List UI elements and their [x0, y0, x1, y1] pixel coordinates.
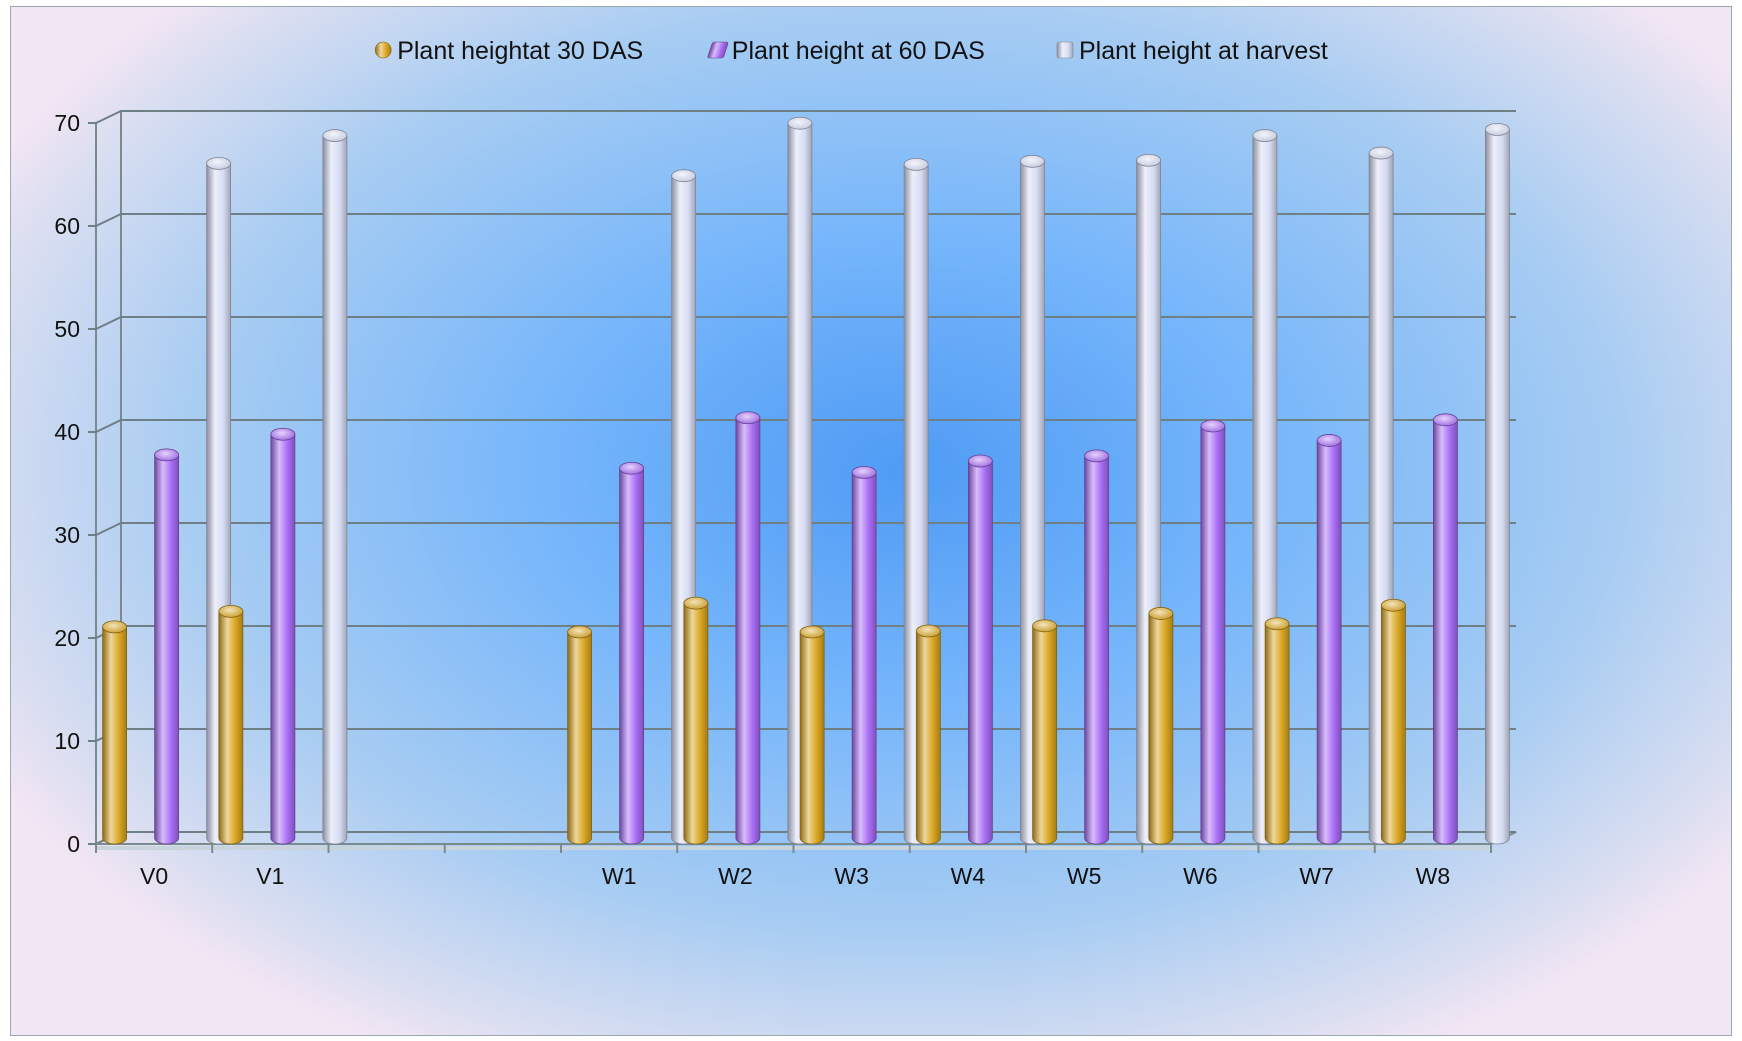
gridline	[95, 419, 1516, 433]
gridline	[95, 110, 1516, 124]
legend-item: Plant height at 60 DAS	[707, 37, 985, 65]
bar	[102, 620, 128, 845]
y-tick-label: 20	[54, 625, 80, 651]
x-tick-label: W2	[718, 863, 753, 889]
bar	[154, 448, 180, 845]
bar	[683, 596, 709, 845]
bar	[322, 129, 348, 845]
legend-item: Plant heightat 30 DAS	[374, 37, 643, 65]
y-tick-label: 10	[54, 728, 80, 754]
bar	[735, 411, 761, 845]
bar	[1200, 419, 1226, 845]
legend-item: Plant height at harvest	[1056, 37, 1328, 65]
bar	[270, 427, 296, 845]
y-tick-label: 50	[54, 316, 80, 342]
bars	[102, 116, 1510, 845]
bar-chart: 0 10 20 30 40 50 60 70 V0 V1 W1 W2 W3 W4 W5 W6 W7 W8 Plan…	[54, 37, 1517, 889]
bar	[567, 625, 593, 845]
chart-area: 0 10 20 30 40 50 60 70 V0 V1 W1 W2 W3 W4 W5 W6 W7 W8 Plan…	[10, 6, 1732, 1036]
x-tick-label: W5	[1067, 863, 1102, 889]
bar	[1432, 413, 1458, 845]
bar	[619, 461, 645, 845]
y-tick-label: 0	[67, 831, 80, 857]
y-tick-label: 60	[54, 213, 80, 239]
bar	[218, 605, 244, 845]
legend-label: Plant heightat 30 DAS	[397, 37, 643, 65]
y-tick-label: 30	[54, 522, 80, 548]
y-tick-label: 70	[54, 110, 80, 136]
bar	[915, 624, 941, 845]
x-tick-label: V1	[256, 863, 284, 889]
legend-label: Plant height at harvest	[1079, 37, 1328, 65]
x-tick-label: W6	[1183, 863, 1218, 889]
bar	[1380, 598, 1406, 845]
bar	[1032, 619, 1058, 845]
y-tick-label: 40	[54, 419, 80, 445]
gridline	[95, 522, 1516, 536]
bar	[1148, 607, 1174, 845]
axes: 0 10 20 30 40 50 60 70 V0 V1 W1 W2 W3 W4 W5 W6 W7 W8	[54, 110, 1492, 889]
bar	[1084, 449, 1110, 845]
x-tick-label: W7	[1299, 863, 1334, 889]
legend-swatch	[374, 41, 392, 59]
x-tick-label: W8	[1416, 863, 1451, 889]
bar	[851, 465, 877, 845]
bar	[799, 625, 825, 845]
legend-swatch	[707, 41, 729, 59]
bar	[1264, 617, 1290, 845]
gridline	[95, 213, 1516, 227]
x-tick-label: W4	[951, 863, 986, 889]
legend: Plant heightat 30 DAS Plant height at 60 …	[374, 37, 1328, 65]
x-tick-label: W1	[602, 863, 637, 889]
legend-swatch	[1056, 41, 1074, 59]
x-tick-label: W3	[834, 863, 869, 889]
bar	[967, 454, 993, 845]
legend-label: Plant height at 60 DAS	[732, 37, 985, 65]
gridline	[95, 316, 1516, 330]
bar	[1484, 122, 1510, 845]
x-tick-label: V0	[140, 863, 168, 889]
bar	[1316, 434, 1342, 845]
